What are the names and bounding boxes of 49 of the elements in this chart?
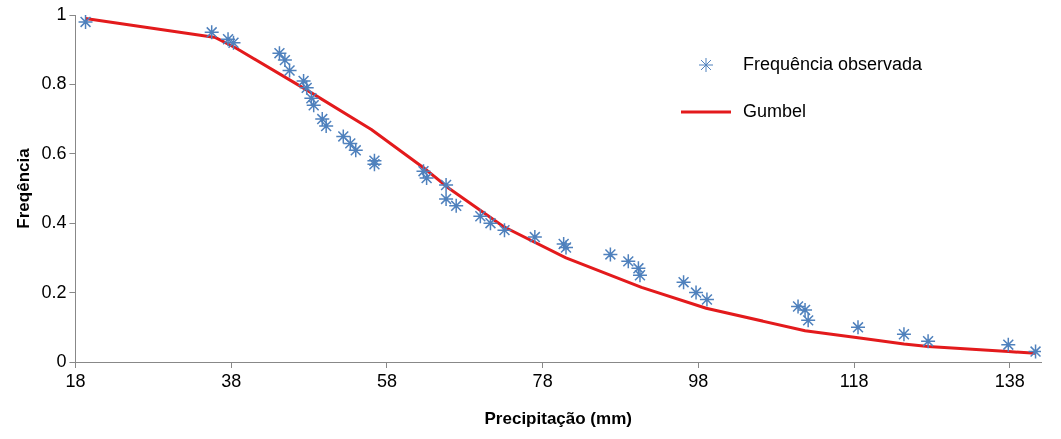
point	[77, 15, 94, 30]
point	[675, 274, 692, 290]
point	[203, 24, 220, 41]
y-tick-label: 0.4	[41, 212, 67, 233]
point	[335, 128, 352, 145]
x-tick-label: 18	[65, 370, 86, 391]
point	[271, 45, 288, 61]
point	[225, 35, 242, 51]
x-tick-label: 38	[221, 370, 242, 391]
point	[277, 52, 293, 68]
x-tick-label: 138	[994, 370, 1025, 391]
point	[797, 302, 813, 318]
x-tick-label: 98	[688, 370, 709, 391]
point	[555, 236, 572, 252]
x-tick-label: 78	[532, 370, 553, 391]
y-axis-title: Freqência	[13, 147, 33, 229]
point	[920, 333, 936, 349]
point	[699, 291, 715, 308]
point	[482, 215, 499, 231]
point	[620, 253, 637, 270]
point	[438, 191, 454, 207]
point	[688, 284, 704, 301]
point	[281, 62, 298, 79]
x-tick-label: 118	[839, 370, 869, 391]
x-axis-title: Precipitação (mm)	[484, 409, 632, 429]
point	[448, 198, 464, 214]
legend-label: Gumbel	[743, 100, 807, 121]
x-tick-label: 58	[376, 370, 397, 391]
point	[366, 156, 383, 172]
point	[472, 208, 489, 225]
point	[220, 31, 236, 48]
point	[366, 152, 383, 169]
point	[348, 142, 364, 159]
point	[496, 222, 513, 238]
y-tick-label: 0.8	[41, 73, 67, 94]
legend-label: Frequência observada	[743, 53, 924, 74]
y-tick-label: 0.2	[41, 281, 67, 302]
point	[896, 326, 912, 342]
point	[1000, 336, 1017, 353]
point	[800, 312, 816, 329]
y-tick-label: 1	[56, 3, 67, 24]
point	[850, 319, 866, 336]
point	[527, 229, 543, 245]
point	[438, 177, 454, 193]
y-tick-label: 0.6	[41, 142, 67, 163]
y-tick-label: 0	[56, 350, 67, 371]
point	[602, 246, 619, 263]
point	[790, 298, 806, 315]
point	[558, 239, 574, 256]
